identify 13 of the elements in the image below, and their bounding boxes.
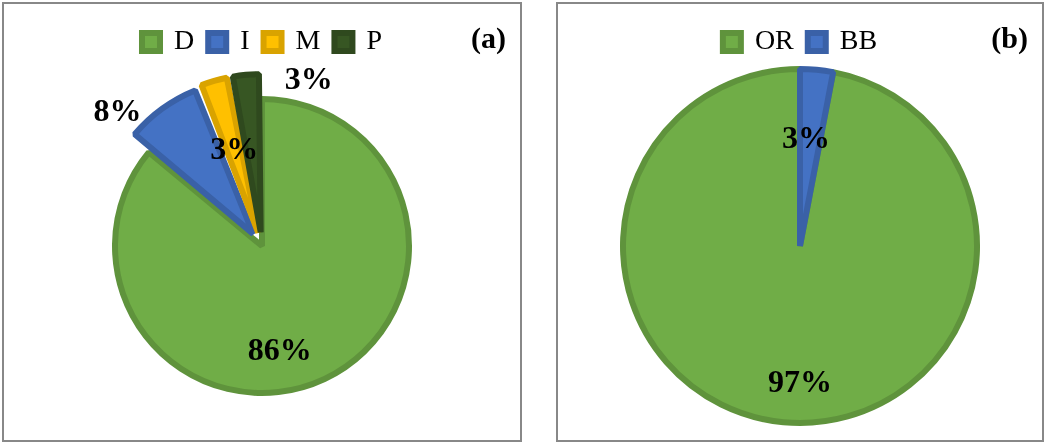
legend-label: P: [366, 24, 383, 56]
legend-label: OR: [754, 24, 795, 56]
legend-label: BB: [839, 24, 878, 56]
legend-label: D: [173, 24, 195, 56]
data-label: 8%: [93, 91, 142, 128]
legend-label: I: [240, 24, 250, 56]
data-label: 86%: [247, 331, 312, 368]
text: (a): [471, 20, 506, 55]
data-label: 3%: [210, 130, 259, 167]
chart-title: (b): [991, 20, 1028, 55]
legend-label: M: [295, 24, 321, 56]
data-label: 3%: [284, 60, 333, 97]
data-label: 97%: [768, 363, 832, 400]
